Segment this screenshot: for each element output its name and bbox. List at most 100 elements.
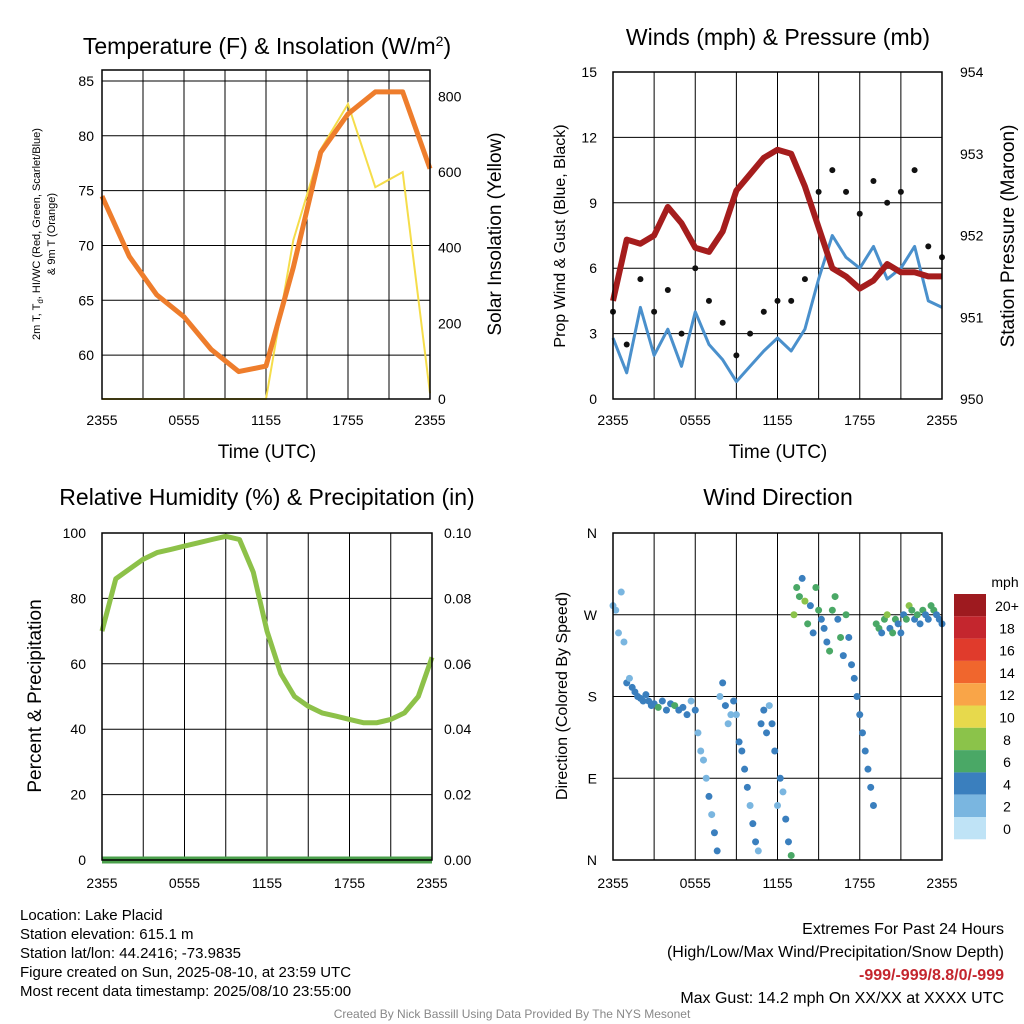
extremes-subheading: (High/Low/Max Wind/Precipitation/Snow De… — [666, 944, 1004, 961]
direction-point — [774, 802, 781, 809]
legend-swatch — [954, 750, 986, 773]
x-tick-label: 0555 — [168, 412, 199, 428]
left-tick-label: 40 — [70, 721, 86, 737]
x-tick-label: 2355 — [597, 875, 628, 891]
direction-point — [654, 703, 662, 711]
direction-point — [754, 847, 762, 855]
right-tick-label: 0.08 — [444, 590, 471, 606]
gust-point — [788, 297, 795, 304]
direction-point — [768, 720, 776, 728]
left-tick-label: 0 — [589, 391, 597, 407]
gust-point — [747, 330, 754, 337]
direction-point — [908, 606, 916, 614]
direction-point — [730, 697, 738, 705]
temperature-x-axis-label: Time (UTC) — [218, 442, 317, 463]
humidity-series-line — [99, 533, 435, 726]
direction-point — [699, 756, 707, 764]
left-tick-label: 60 — [78, 347, 94, 363]
recent-data-text: Most recent data timestamp: 2025/08/10 2… — [20, 983, 352, 1000]
humidity-plot-frame — [101, 532, 433, 861]
x-tick-label: 1755 — [334, 875, 365, 891]
x-tick-label: 2355 — [86, 875, 117, 891]
x-tick-label: 0555 — [169, 875, 200, 891]
legend-swatch — [954, 594, 986, 617]
gust-point — [843, 188, 850, 195]
direction-point — [809, 629, 817, 637]
winds-title: Winds (mph) & Pressure (mb) — [626, 24, 930, 50]
direction-point — [820, 624, 828, 632]
legend-label: 0 — [1003, 821, 1011, 837]
x-tick-label: 1755 — [844, 875, 875, 891]
humidity-title: Relative Humidity (%) & Precipitation (i… — [59, 484, 474, 510]
direction-point — [787, 851, 795, 859]
direction-point — [639, 697, 647, 705]
humidity-panel: 0 20 40 60 80 100 0.00 0.02 0.04 0.06 0.08 0.10 2355… — [25, 484, 475, 891]
direction-point — [719, 679, 727, 687]
left-tick-label: 3 — [589, 326, 597, 342]
temperature-9m-series-line — [99, 89, 433, 375]
temperature-panel: 60 65 70 75 80 85 0 200 400 600 800 2355 0555 1155 175… — [31, 33, 506, 463]
direction-point — [625, 674, 633, 682]
direction-point — [710, 829, 718, 837]
direction-tick-label: E — [588, 770, 597, 786]
credit-text: Created By Nick Bassill Using Data Provi… — [333, 1007, 691, 1021]
right-tick-label: 954 — [960, 64, 984, 80]
prop-wind-series-line — [611, 234, 943, 384]
direction-point — [815, 606, 823, 614]
direction-point — [642, 691, 650, 699]
legend-swatch — [954, 705, 986, 728]
x-tick-label: 2355 — [597, 412, 628, 428]
gust-point — [705, 297, 712, 304]
direction-point — [658, 697, 666, 705]
insolation-right-axis-label: Solar Insolation (Yellow) — [485, 132, 506, 335]
left-tick-label: 75 — [78, 183, 94, 199]
left-tick-label: 12 — [581, 129, 597, 145]
direction-point — [850, 674, 858, 682]
direction-point — [697, 747, 705, 755]
left-tick-label: 20 — [70, 787, 86, 803]
direction-point — [765, 702, 773, 710]
gust-point — [856, 210, 863, 217]
direction-point — [831, 593, 839, 601]
direction-point — [716, 693, 724, 700]
left-tick-label: 80 — [70, 590, 86, 606]
direction-point — [894, 620, 902, 628]
direction-point — [913, 611, 921, 619]
left-tick-label: 80 — [78, 128, 94, 144]
wind-direction-points — [609, 574, 946, 859]
temperature-tick-labels: 60 65 70 75 80 85 0 200 400 600 800 2355 0555 1155 175… — [78, 73, 461, 428]
legend-label: 12 — [999, 687, 1015, 703]
gust-point — [815, 188, 822, 195]
direction-point — [883, 611, 891, 619]
direction-point — [702, 774, 710, 782]
direction-point — [817, 615, 825, 623]
direction-point — [842, 611, 850, 619]
legend-swatch — [954, 772, 986, 795]
direction-point — [828, 606, 836, 614]
x-tick-label: 2355 — [926, 412, 957, 428]
x-tick-label: 1155 — [762, 875, 792, 891]
temperature-left-axis-label: 2m T, Td, HI/WC (Red, Green, Scarlet/Blu… — [31, 128, 45, 340]
legend-swatch — [954, 727, 986, 751]
direction-point — [812, 584, 820, 591]
direction-point — [683, 711, 691, 719]
direction-point — [708, 811, 716, 819]
direction-point — [713, 847, 721, 855]
elevation-text: Station elevation: 615.1 m — [20, 926, 194, 943]
right-tick-label: 0 — [438, 391, 446, 407]
gust-point — [925, 243, 932, 250]
legend-swatch — [954, 794, 986, 817]
right-tick-label: 951 — [960, 309, 984, 325]
legend-label: 6 — [1003, 754, 1011, 770]
legend-label: 20+ — [995, 598, 1019, 614]
gust-point — [829, 167, 836, 174]
legend-swatch — [954, 660, 986, 684]
gust-point — [760, 308, 767, 315]
direction-tick-label: W — [584, 607, 598, 623]
x-tick-label: 2355 — [926, 875, 957, 891]
gust-point — [801, 276, 808, 283]
right-tick-label: 0.10 — [444, 525, 471, 541]
x-tick-label: 1155 — [252, 875, 282, 891]
legend-label: 10 — [999, 710, 1015, 726]
